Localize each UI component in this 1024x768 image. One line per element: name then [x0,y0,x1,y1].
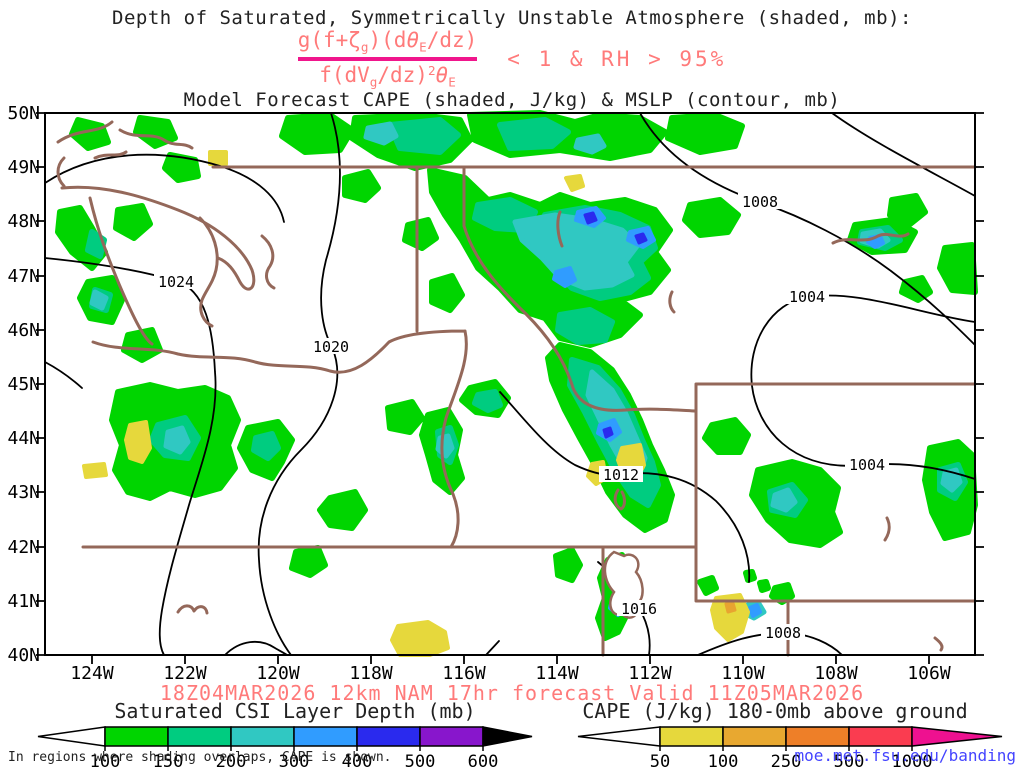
lon-label: 114W [535,663,579,684]
colorbar-tick-label: 200 [216,752,247,768]
contour-label: 1004 [789,288,825,306]
colorbar-tick-label: 300 [279,752,310,768]
lon-label: 120W [256,663,300,684]
colorbar-segment [356,726,421,747]
csi-formula: g(f+ζg)(dθE/dz) f(dVg/dz)2θE < 1 & RH > … [0,28,1024,90]
contour-label: 1016 [621,600,657,618]
contour-label: 1008 [742,193,778,211]
csi-shading-teal [85,117,968,518]
colorbar-tick-label: 500 [405,752,436,768]
csi-shading-blue [583,211,648,439]
lon-label: 106W [907,663,951,684]
colorbar-tick-label: 500 [834,752,865,768]
colorbar-segment [722,726,787,747]
contour-label-box [617,600,661,616]
formula-condition: < 1 & RH > 95% [507,46,727,71]
map-subtitle: Model Forecast CAPE (shaded, J/kg) & MSL… [183,89,841,111]
colorbar-right-arrow [482,726,533,747]
contour-label: 1004 [849,456,885,474]
lat-label: 43N [7,482,40,503]
contour-label-box [599,466,643,482]
lat-label: 41N [7,591,40,612]
formula-numerator: g(f+ζg)(dθE/dz) [297,28,478,55]
lon-label: 116W [442,663,486,684]
colorbar-segment [230,726,295,747]
contour-label-box [154,273,198,289]
formula-denominator: f(dVg/dz)2θE [319,62,456,90]
colorbar-segment [785,726,850,747]
contour-label: 1020 [313,338,349,356]
colorbar-tick-label: 100 [90,752,121,768]
lon-label: 124W [70,663,114,684]
colorbar-tick-label: 250 [771,752,802,768]
fraction-bar [297,56,478,61]
page-title: Depth of Saturated, Symmetrically Unstab… [112,7,912,29]
state-borders [56,120,977,657]
colorbar-segment [104,726,169,747]
contour-label-box [785,288,829,304]
lat-label: 50N [7,103,40,124]
lat-label: 45N [7,374,40,395]
colorbar-left-arrow [577,726,661,747]
colorbar-segment [167,726,232,747]
contour-label-box [845,456,889,472]
colorbar-segment [848,726,913,747]
colorbar-right-arrow [911,726,1003,747]
colorbar-segment [293,726,358,747]
overlap-note: In regions where shading overlaps, CAPE … [8,750,392,765]
contour-label-box [761,624,805,640]
cape-shading-orange [724,601,737,614]
lat-label: 47N [7,266,40,287]
colorbar-left-arrow [37,726,106,747]
colorbar-segment [419,726,484,747]
forecast-valid-line: 18Z04MAR2026 12km NAM 17hr forecast Vali… [159,681,865,705]
colorbar-tick-label: 100 [708,752,739,768]
colorbar-tick-label: 1000 [892,752,933,768]
contour-label-box [309,338,353,354]
lat-label: 49N [7,157,40,178]
site-link[interactable]: moe.met.fsu.edu/banding [794,746,1016,765]
colorbar-tick-label: 400 [342,752,373,768]
lon-label: 118W [349,663,393,684]
contour-label: 1012 [603,466,639,484]
lon-label: 110W [721,663,765,684]
colorbar-tick-label: 50 [650,752,670,768]
cape-colorbar-title: CAPE (J/kg) 180-0mb above ground [582,699,968,723]
axis-ticks [36,112,984,664]
contour-label: 1024 [158,273,194,291]
colorbar-tick-label: 150 [153,752,184,768]
contour-label: 1008 [765,624,801,642]
lat-label: 42N [7,537,40,558]
contour-label-box [738,193,782,209]
colorbar-tick-label: 600 [468,752,499,768]
csi-colorbar-title: Saturated CSI Layer Depth (mb) [114,699,476,723]
lon-label: 112W [628,663,672,684]
lat-label: 46N [7,320,40,341]
lon-label: 108W [814,663,858,684]
lat-label: 40N [7,645,40,666]
lat-label: 48N [7,211,40,232]
lat-label: 44N [7,428,40,449]
colorbar-segment [659,726,724,747]
formula-fraction: g(f+ζg)(dθE/dz) f(dVg/dz)2θE [297,28,478,90]
lon-label: 122W [163,663,207,684]
